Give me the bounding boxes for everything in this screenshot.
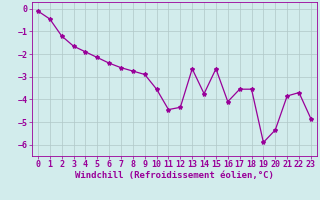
X-axis label: Windchill (Refroidissement éolien,°C): Windchill (Refroidissement éolien,°C) [75,171,274,180]
